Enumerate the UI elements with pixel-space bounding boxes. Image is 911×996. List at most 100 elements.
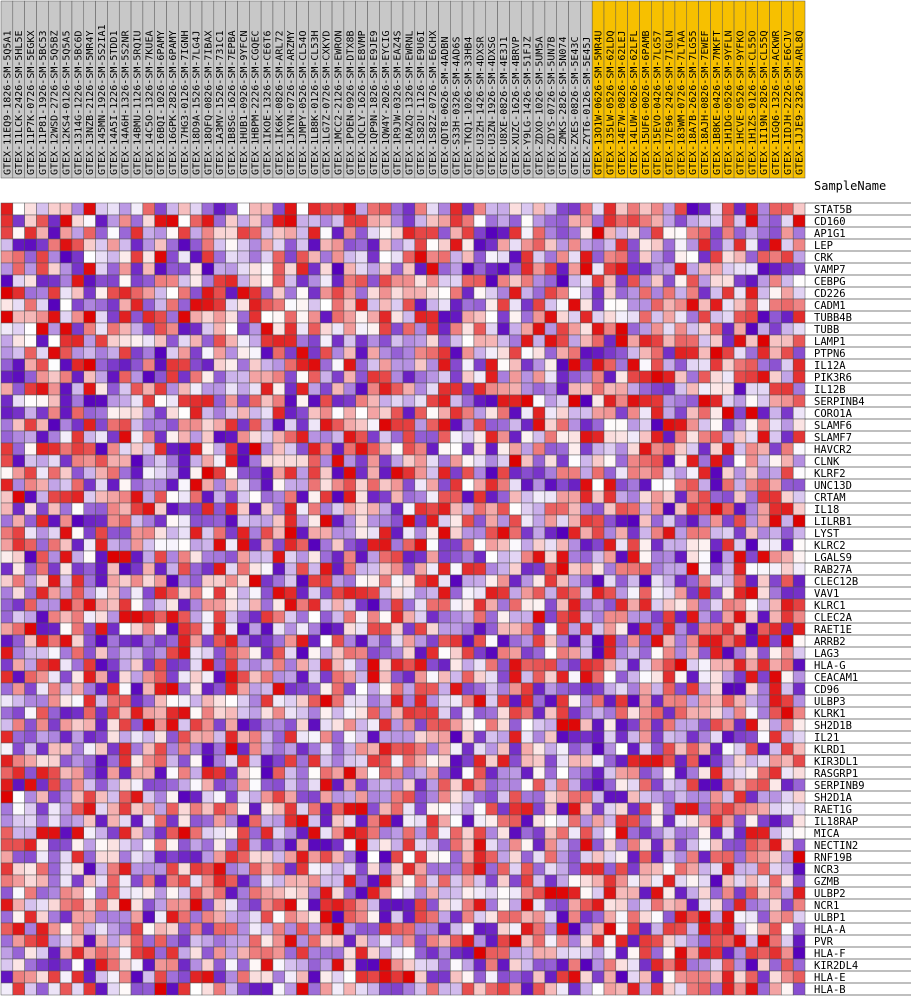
heatmap-cell [379,802,392,816]
heatmap-cell [556,694,569,708]
heatmap-cell [296,766,309,780]
heatmap-cell [343,322,356,336]
heatmap-cell [0,502,14,516]
heatmap-cell [178,910,191,924]
heatmap-cell [509,754,522,768]
column-label: GTEX-1B8SG-1626-SM-7EPBA [227,30,238,175]
heatmap-cell [580,538,593,552]
heatmap-cell [178,838,191,852]
heatmap-cell [651,214,664,228]
heatmap-cell [0,322,14,336]
heatmap-cell [461,526,475,540]
heatmap-cell [591,958,605,972]
heatmap-cell [178,382,191,396]
heatmap-cell [118,634,132,648]
heatmap-cell [130,466,144,480]
heatmap-cell [710,418,723,432]
heatmap-cell [142,622,155,636]
heatmap-cell [71,286,85,300]
heatmap-cell [473,934,487,948]
heatmap-cell [615,838,628,852]
heatmap-cell [485,238,498,252]
heatmap-cell [450,718,463,732]
heatmap-cell [414,226,427,240]
heatmap-cell [745,286,758,300]
heatmap-cell [627,334,640,348]
heatmap-cell [36,754,49,768]
heatmap-cell [438,742,451,756]
heatmap-cell [237,322,250,336]
heatmap-cell [651,250,664,264]
heatmap-cell [130,334,144,348]
heatmap-cell [532,694,546,708]
heatmap-cell [284,874,297,888]
heatmap-cell [532,526,546,540]
heatmap-cell [733,946,747,960]
heatmap-cell [438,646,451,660]
heatmap-cell [95,730,108,744]
heatmap-cell [260,658,274,672]
heatmap-cell [83,622,96,636]
heatmap-cell [189,394,203,408]
heatmap-cell [130,658,144,672]
heatmap-cell [12,562,25,576]
heatmap-cell [497,334,510,348]
heatmap-cell [71,874,85,888]
heatmap-cell [71,850,85,864]
heatmap-cell [12,226,25,240]
heatmap-cell [450,946,463,960]
heatmap-cell [272,526,286,540]
heatmap-cell [189,202,203,216]
heatmap-cell [461,670,475,684]
heatmap-cell [556,622,569,636]
heatmap-cell [509,682,522,696]
heatmap-cell [367,478,380,492]
heatmap-cell [414,694,427,708]
heatmap-cell [260,958,274,972]
heatmap-cell [12,466,25,480]
heatmap-cell [71,250,85,264]
heatmap-cell [461,310,475,324]
heatmap-cell [178,526,191,540]
heatmap-cell [296,970,309,984]
heatmap-cell [497,982,510,996]
heatmap-cell [450,742,463,756]
heatmap-cell [651,454,664,468]
heatmap-cell [0,406,14,420]
heatmap-cell [59,622,73,636]
heatmap-cell [733,214,747,228]
heatmap-cell [710,802,723,816]
heatmap-cell [757,742,770,756]
heatmap-cell [130,742,144,756]
heatmap-cell [36,430,49,444]
heatmap-cell [662,262,676,276]
heatmap-cell [721,802,735,816]
heatmap-cell [284,610,297,624]
heatmap-cell [414,550,427,564]
heatmap-cell [367,586,380,600]
heatmap-cell [520,274,534,288]
heatmap-cell [142,706,155,720]
heatmap-cell [639,670,652,684]
heatmap-cell [260,262,274,276]
heatmap-cell [769,430,782,444]
heatmap-cell [36,634,49,648]
heatmap-cell [355,694,368,708]
heatmap-cell [48,490,61,504]
heatmap-cell [59,934,73,948]
heatmap-cell [355,958,368,972]
heatmap-cell [603,346,617,360]
heatmap-cell [450,334,463,348]
heatmap-cell [201,322,215,336]
heatmap-cell [721,394,735,408]
heatmap-cell [189,730,203,744]
heatmap-cell [331,442,345,456]
heatmap-cell [118,406,132,420]
heatmap-cell [473,262,487,276]
heatmap-cell [473,250,487,264]
heatmap-cell [118,646,132,660]
heatmap-cell [249,790,262,804]
heatmap-cell [721,754,735,768]
heatmap-cell [48,370,61,384]
heatmap-cell [0,358,14,372]
